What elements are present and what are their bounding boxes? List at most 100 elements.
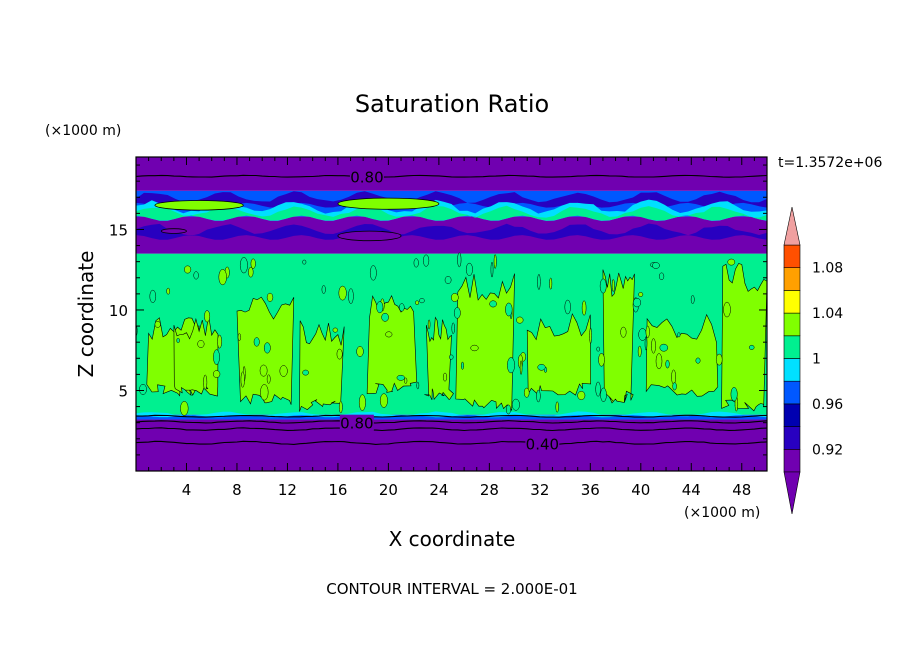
speckle-contour-32 (332, 327, 338, 333)
speckle-contour-31 (470, 344, 479, 352)
speckle-contour-18 (600, 387, 607, 402)
speckle-contour-98 (166, 287, 171, 295)
speckle-contour-106 (263, 342, 271, 354)
speckle-contour-93 (715, 353, 723, 366)
speckle-contour-89 (730, 387, 738, 402)
supersaturated-region-6 (455, 273, 515, 412)
speckle-contour-56 (516, 316, 524, 324)
speckle-contour-84 (193, 271, 199, 280)
speckle-contour-91 (695, 357, 701, 364)
supersaturated-region-4 (366, 295, 418, 395)
speckle-contour-20 (423, 254, 430, 267)
colorbar-under-triangle (783, 471, 801, 515)
speckle-contour-6 (381, 312, 389, 322)
plot-overlay: 0.80 0.80 0.40 (135, 168, 768, 454)
speckle-contour-66 (577, 390, 586, 401)
speckle-contour-60 (139, 383, 147, 395)
speckle-contour-85 (321, 285, 326, 294)
speckle-contour-101 (302, 369, 309, 376)
speckle-contour-39 (450, 293, 459, 302)
speckle-contour-95 (250, 258, 256, 269)
colorbar: 0.92 0.96 1 1.04 1.08 (783, 206, 843, 515)
y-tick-label-0: 5 (118, 382, 128, 400)
speckle-contour-108 (505, 302, 513, 317)
speckle-contour-33 (176, 337, 180, 344)
x-axis: 4 8 12 16 20 24 28 32 36 40 44 48 (148, 157, 755, 499)
speckle-contour-83 (338, 401, 343, 414)
speckle-contour-87 (204, 310, 211, 323)
speckle-contour-50 (197, 340, 205, 348)
speckle-contour-13 (723, 301, 731, 318)
speckle-contour-43 (212, 370, 221, 378)
speckle-contour-112 (672, 382, 677, 391)
colorbar-segment-0 (783, 448, 801, 473)
speckle-contour-16 (690, 295, 695, 304)
speckle-contour-57 (369, 265, 377, 281)
speckle-contour-21 (396, 374, 405, 381)
colorbar-segment-5 (783, 335, 801, 359)
time-label: t=1.3572e+06 (778, 155, 882, 171)
speckle-contour-51 (259, 364, 268, 377)
speckle-contour-79 (638, 292, 644, 297)
y-units-label: (×1000 m) (45, 123, 121, 139)
upper-patch-2 (337, 230, 402, 242)
speckle-contour-44 (399, 303, 405, 312)
speckle-contour-34 (489, 300, 497, 308)
speckle-contour-113 (461, 361, 464, 370)
upper-band-dark (136, 223, 767, 240)
colorbar-tick-label-3: 1.04 (812, 306, 843, 322)
speckle-contour-78 (253, 337, 260, 347)
colorbar-segment-2 (783, 403, 801, 427)
colorbar-segment-8 (783, 267, 801, 291)
speckle-contour-102 (154, 321, 161, 328)
speckle-contour-0 (536, 389, 541, 403)
upper-patch-1 (337, 197, 440, 210)
speckle-contour-68 (444, 276, 452, 284)
y-tick-label-2: 15 (109, 221, 128, 239)
speckle-contour-117 (442, 372, 448, 382)
contour-line-lower-0.80 (135, 420, 768, 424)
speckle-contour-5 (451, 322, 455, 335)
chart-title: Saturation Ratio (355, 90, 549, 118)
x-axis-label: X coordinate (389, 527, 516, 551)
speckle-contour-90 (338, 285, 347, 301)
speckle-contour-92 (180, 401, 189, 416)
speckle-contour-24 (651, 338, 656, 354)
speckle-contour-37 (457, 252, 462, 268)
speckle-contour-110 (218, 269, 227, 286)
contour-line-lower-a (135, 427, 768, 432)
speckle-contour-58 (611, 279, 615, 292)
speckle-contour-103 (404, 377, 408, 384)
speckle-contour-48 (419, 298, 425, 304)
speckle-contour-65 (637, 345, 642, 358)
colorbar-segment-4 (783, 358, 801, 382)
speckle-contour-9 (217, 334, 222, 349)
x-tick-label-1: 8 (232, 481, 242, 499)
speckle-contour-109 (203, 374, 208, 390)
speckle-contour-73 (677, 332, 681, 338)
speckle-contour-45 (385, 331, 393, 338)
colorbar-segment-3 (783, 380, 801, 405)
speckle-contour-94 (260, 384, 269, 401)
contour-line-upper-0.80 (135, 174, 768, 178)
x-tick-label-2: 12 (278, 481, 297, 499)
supersaturated-region-7 (526, 313, 592, 396)
speckle-contour-28 (620, 326, 627, 338)
speckle-contour-29 (655, 353, 663, 370)
speckle-contour-59 (555, 401, 559, 413)
colorbar-segment-1 (783, 426, 801, 450)
speckle-contour-116 (237, 333, 242, 341)
contour-line-lower-0.40 (135, 440, 768, 445)
speckle-contour-118 (644, 336, 648, 351)
speckle-contour-19 (596, 346, 600, 352)
x-tick-label-5: 24 (429, 481, 448, 499)
colorbar-segment-9 (783, 244, 801, 269)
x-units-label: (×1000 m) (684, 505, 760, 521)
upper-patch-0 (154, 200, 244, 211)
speckle-contour-76 (632, 297, 642, 308)
x-tick-label-8: 36 (581, 481, 600, 499)
speckle-contour-99 (416, 381, 420, 390)
speckle-contour-42 (356, 346, 364, 357)
speckle-contour-25 (581, 300, 587, 316)
